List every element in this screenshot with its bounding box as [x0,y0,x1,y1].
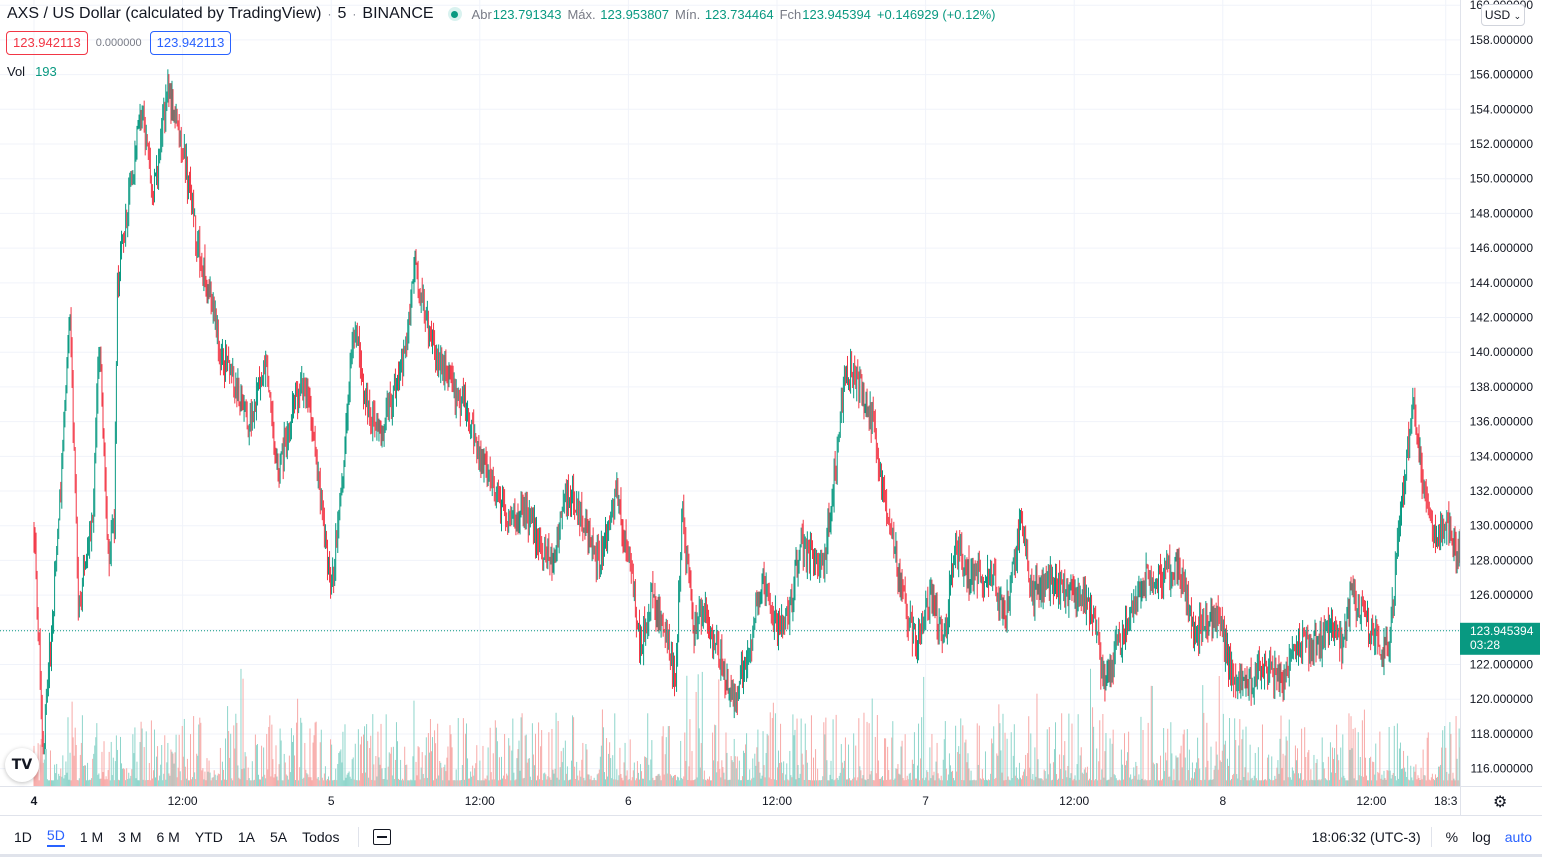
toolbar-divider [358,827,360,847]
price-tick-label: 134.000000 [1470,449,1534,463]
price-tick-label: 116.000000 [1470,762,1533,776]
interval-label[interactable]: 5 [337,5,347,22]
price-tick-label: 118.000000 [1470,727,1533,741]
range-3m[interactable]: 3 M [118,829,142,845]
spread-value: 0.000000 [95,37,142,49]
range-1m[interactable]: 1 M [79,829,104,845]
price-axis-panel [1460,0,1542,815]
close-value: Fch123.945394 [779,6,871,22]
range-all[interactable]: Todos [302,829,340,845]
time-tick-label: 7 [922,794,929,808]
gear-icon[interactable]: ⚙ [1493,794,1508,811]
price-tick-label: 156.000000 [1470,68,1534,82]
price-tick-label: 128.000000 [1470,553,1534,567]
time-tick-label: 12:00 [168,794,198,808]
candle-series [33,69,1496,755]
exchange-label: BINANCE [362,5,434,22]
price-tick-label: 132.000000 [1470,484,1534,498]
bar-countdown-label: 03:28 [1470,638,1500,652]
price-chart[interactable]: 160.000000158.000000156.000000154.000000… [0,0,1542,815]
price-tick-label: 138.000000 [1470,380,1534,394]
date-range-selector: 1D 5D 1 M 3 M 6 M YTD 1A 5A Todos [14,827,392,847]
current-price-label: 123.945394 [1470,624,1534,638]
range-6m[interactable]: 6 M [156,829,180,845]
price-tick-label: 136.000000 [1470,415,1534,429]
time-axis: 4 12:00 5 12:00 6 12:00 7 12:00 8 12:00 18:3 [0,786,1542,808]
time-tick-label: 12:00 [1059,794,1089,808]
change-value: +0.146929 (+0.12%) [876,6,996,22]
open-label: Abr [471,6,492,22]
price-tick-label: 126.000000 [1470,588,1534,602]
clock-display[interactable]: 18:06:32 (UTC-3) [1311,829,1421,845]
volume-label: Vol [7,64,26,79]
time-tick-label: 12:00 [762,794,792,808]
trade-buttons: 123.942113 0.000000 123.942113 [6,31,232,55]
auto-scale-toggle[interactable]: auto [1504,829,1532,845]
legend-separator: · [352,7,357,21]
time-tick-label: 12:00 [465,794,495,808]
tradingview-logo-icon[interactable]: TV [5,748,39,782]
open-value: Abr123.791343 [471,6,562,22]
toolbar-divider [1430,827,1432,847]
range-1a[interactable]: 1A [237,829,255,845]
volume-legend[interactable]: Vol 193 [7,64,57,79]
chevron-down-icon: ⌄ [1513,11,1522,21]
high-value: Máx. 123.953807 [567,6,669,22]
price-axis: 160.000000158.000000156.000000154.000000… [1460,0,1542,815]
symbol-legend: AXS / US Dollar (calculated by TradingVi… [7,5,995,23]
price-tick-label: 140.000000 [1470,345,1534,359]
log-scale-toggle[interactable]: log [1472,829,1491,845]
range-5d[interactable]: 5D [46,827,65,847]
time-tick-label: 12:00 [1356,794,1386,808]
close-label: Fch [779,6,802,22]
price-tick-label: 130.000000 [1470,519,1534,533]
range-5a[interactable]: 5A [269,829,288,845]
low-value: Mín. 123.734464 [674,6,774,22]
price-tick-label: 120.000000 [1470,692,1534,706]
time-tick-label: 4 [31,794,38,808]
price-tick-label: 146.000000 [1470,241,1534,255]
volume-value: 193 [35,64,57,79]
time-tick-label: 18:3 [1434,794,1458,808]
high-label: Máx. [567,6,596,22]
currency-selector[interactable]: USD ⌄ [1481,4,1525,26]
legend-separator: · [327,7,332,21]
sell-price-button[interactable]: 123.942113 [6,31,88,55]
price-tick-label: 152.000000 [1470,137,1534,151]
market-open-icon[interactable] [447,7,462,21]
price-tick-label: 150.000000 [1470,172,1534,186]
low-label: Mín. [674,6,701,22]
bottom-toolbar: 1D 5D 1 M 3 M 6 M YTD 1A 5A Todos 18:06:… [0,815,1542,857]
volume-series [33,668,1496,786]
range-1d[interactable]: 1D [14,829,32,845]
symbol-title[interactable]: AXS / US Dollar (calculated by TradingVi… [7,5,322,22]
price-tick-label: 122.000000 [1470,658,1534,672]
time-tick-label: 5 [328,794,335,808]
scale-options: 18:06:32 (UTC-3) % log auto [1298,827,1532,847]
time-tick-label: 8 [1219,794,1226,808]
percent-scale-toggle[interactable]: % [1445,829,1459,845]
price-tick-label: 148.000000 [1470,206,1534,220]
range-ytd[interactable]: YTD [194,829,223,845]
price-tick-label: 158.000000 [1470,33,1534,47]
calendar-icon[interactable] [373,829,392,845]
price-tick-label: 144.000000 [1470,276,1534,290]
price-tick-label: 154.000000 [1470,102,1534,116]
buy-price-button[interactable]: 123.942113 [149,31,232,55]
current-price-tag [1460,622,1540,655]
time-tick-label: 6 [625,794,632,808]
price-tick-label: 142.000000 [1470,311,1534,325]
